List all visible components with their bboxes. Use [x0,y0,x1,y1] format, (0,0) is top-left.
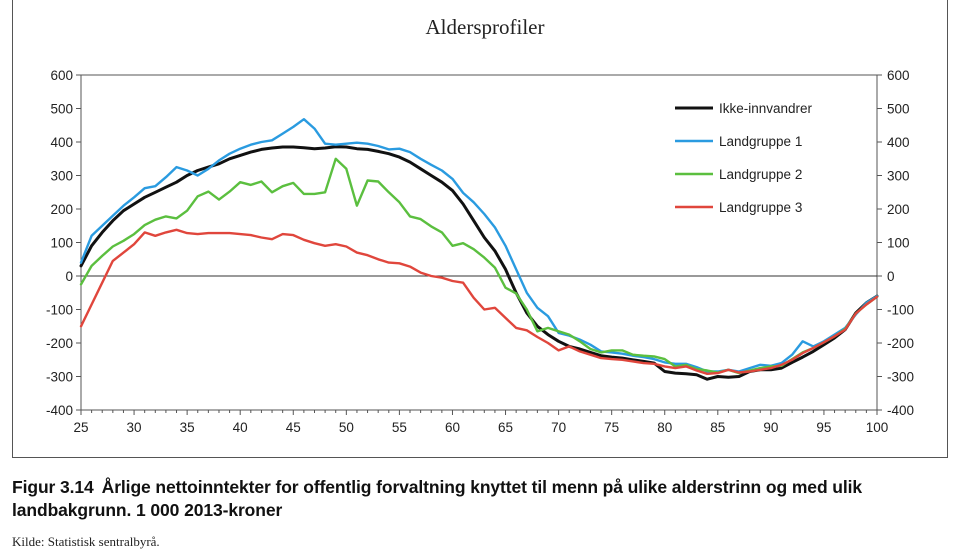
x-tick-label: 40 [233,420,248,435]
y-tick-label-right: 300 [887,169,910,184]
y-tick-label-left: -100 [46,303,73,318]
y-tick-label-right: 200 [887,202,910,217]
plot-area-border [80,74,878,411]
y-tick-label-right: 500 [887,102,910,117]
y-tick-label-left: 600 [50,68,73,83]
series-line-2 [79,118,879,373]
chart: Aldersprofiler -400 -400-300 -300-200 -200-… [46,15,914,435]
y-tick-label-right: 400 [887,135,910,150]
figure-caption: Figur 3.14 Årlige nettoinntekter for offe… [12,476,952,522]
source-note: Kilde: Statistisk sentralbyrå. [12,534,160,549]
x-tick-label: 30 [127,420,142,435]
y-tick-label-right: -400 [887,403,914,418]
x-tick-label: 100 [866,420,889,435]
y-tick-label-left: 200 [50,202,73,217]
figure-number: Figur 3.14 [12,477,94,497]
y-tick-label-right: 0 [887,269,895,284]
legend-label-1: Ikke-innvandrer [719,101,813,116]
x-tick-label: 75 [604,420,619,435]
y-tick-label-left: 300 [50,169,73,184]
x-tick-label: 65 [498,420,513,435]
axes: -400 -400 -300 -300 -200 -200 -100 -100 0 0 100 100… [46,68,914,435]
x-tick-label: 60 [445,420,460,435]
legend-label-3: Landgruppe 2 [719,167,802,182]
y-tick-label-left: 500 [50,102,73,117]
chart-frame: Aldersprofiler -400 -400 -300 -300 -200 -200-… [12,0,948,458]
legend: Ikke-innvandrer Landgruppe 1 Landgruppe 2 L… [675,101,813,215]
y-tick-label-left: 400 [50,135,73,150]
y-tick-label-left: -400 [46,403,73,418]
x-tick-label: 85 [710,420,725,435]
x-tick-label: 25 [73,420,88,435]
chart-title: Aldersprofiler [426,15,545,39]
y-tick-label-right: 100 [887,236,910,251]
y-tick-label-left: -200 [46,336,73,351]
legend-label-2: Landgruppe 1 [719,134,802,149]
y-tick-label-right: -200 [887,336,914,351]
y-tick-label-right: 600 [887,68,910,83]
y-tick-label-left: 0 [65,269,73,284]
y-tick-label-right: -100 [887,303,914,318]
x-tick-label: 45 [286,420,301,435]
x-tick-label: 90 [763,420,778,435]
series-lines [79,118,879,381]
series-line-3 [79,157,879,375]
y-tick-label-left: -300 [46,370,73,385]
x-tick-label: 50 [339,420,354,435]
y-tick-label-right: -300 [887,370,914,385]
x-tick-label: 35 [180,420,195,435]
legend-label-4: Landgruppe 3 [719,200,802,215]
x-tick-label: 80 [657,420,672,435]
y-tick-label-left: 100 [50,236,73,251]
x-tick-label: 95 [816,420,831,435]
x-tick-label: 70 [551,420,566,435]
series-line-4 [79,228,879,375]
x-tick-label: 55 [392,420,407,435]
figure-caption-text: Årlige nettoinntekter for offentlig forv… [12,477,863,520]
